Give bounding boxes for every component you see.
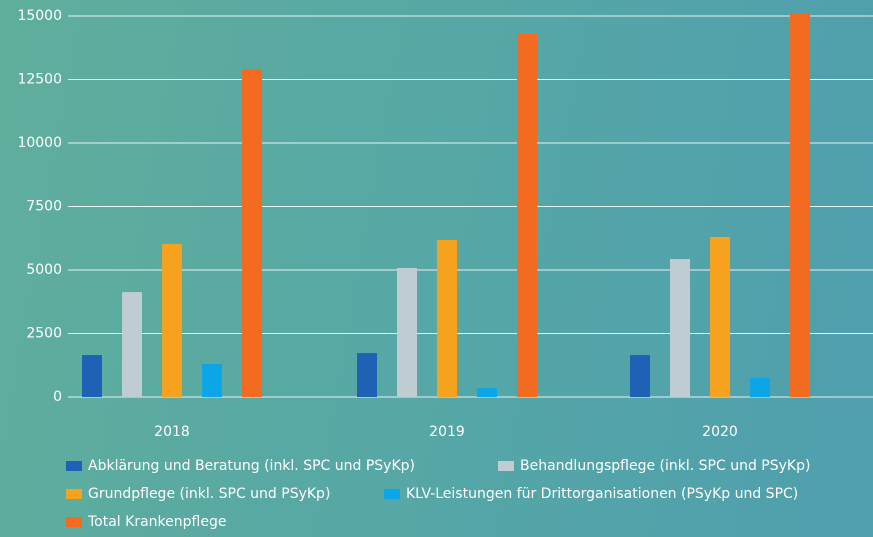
bar [630, 355, 650, 397]
legend-swatch [66, 461, 82, 471]
bar [397, 267, 417, 397]
bar [790, 13, 810, 398]
y-tick-label: 12500 [17, 72, 62, 88]
bar [517, 34, 537, 398]
bar [162, 244, 182, 397]
x-tick-label: 2018 [154, 424, 190, 440]
legend-swatch [498, 461, 514, 471]
bar [477, 388, 497, 397]
bar [82, 355, 102, 397]
bar [242, 69, 262, 397]
y-tick-label: 5000 [26, 262, 62, 278]
bar [710, 236, 730, 397]
bar [750, 377, 770, 397]
bar [122, 292, 142, 397]
legend-swatch [384, 489, 400, 499]
y-tick-label: 2500 [26, 326, 62, 342]
bar [670, 259, 690, 397]
legend-label: Behandlungspflege (inkl. SPC und PSyKp) [520, 458, 810, 474]
legend-label: Grundpflege (inkl. SPC und PSyKp) [88, 486, 330, 502]
y-tick-label: 10000 [17, 135, 62, 151]
bar [202, 363, 222, 397]
legend-label: Total Krankenpflege [87, 514, 226, 530]
legend-label: Abklärung und Beratung (inkl. SPC und PS… [88, 458, 415, 474]
x-tick-label: 2020 [702, 424, 738, 440]
legend-swatch [66, 517, 82, 527]
legend-swatch [66, 489, 82, 499]
y-tick-label: 0 [53, 389, 62, 405]
bar [357, 353, 377, 397]
y-tick-label: 7500 [26, 199, 62, 215]
y-tick-label: 15000 [17, 8, 62, 24]
bar [437, 240, 457, 397]
x-tick-label: 2019 [429, 424, 465, 440]
legend-label: KLV-Leistungen für Drittorganisationen (… [406, 486, 798, 502]
